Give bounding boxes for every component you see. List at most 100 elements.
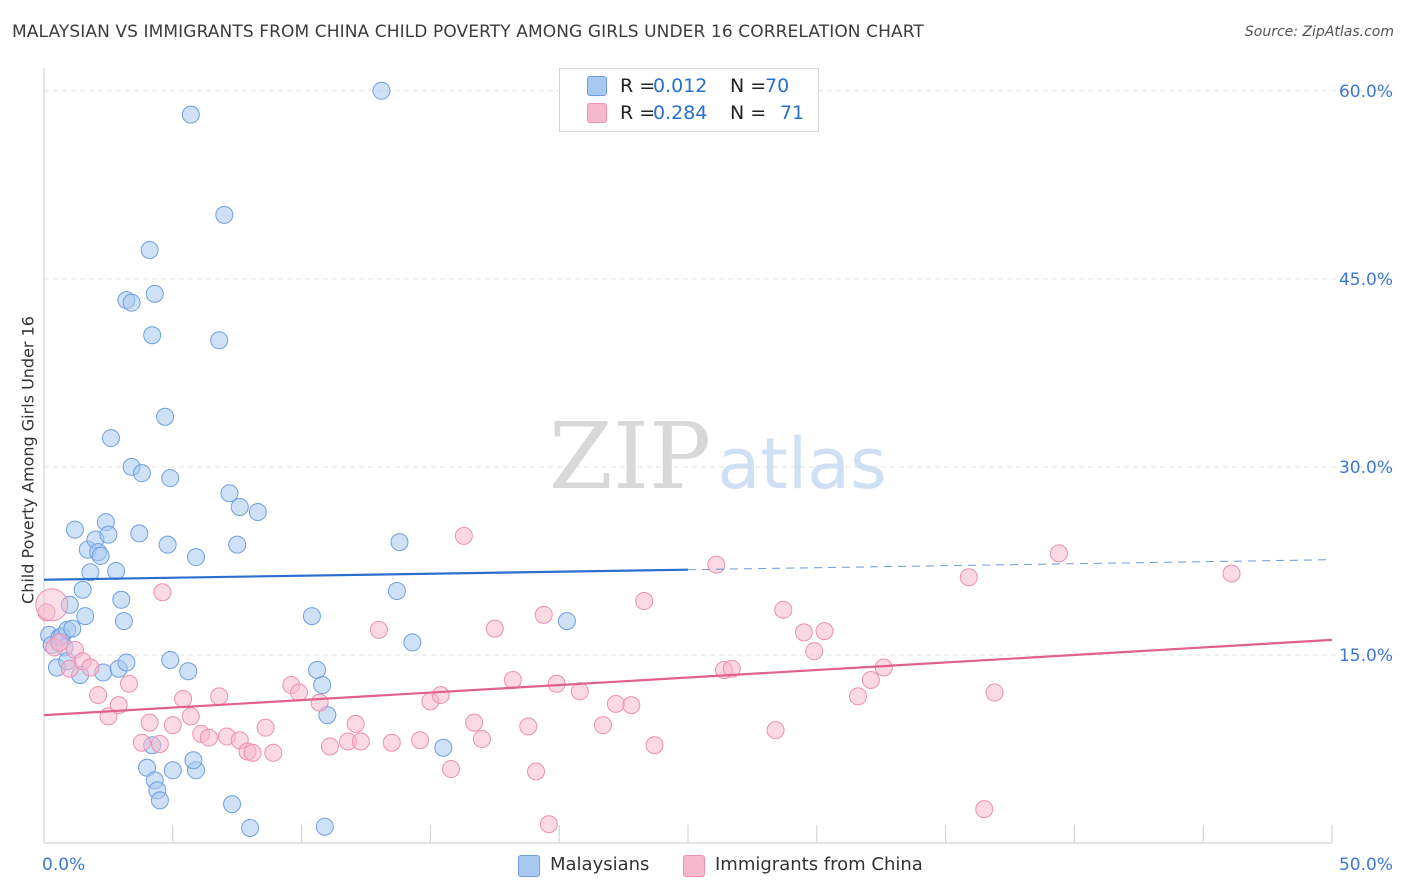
data-point-immigrants-from-china (570, 682, 589, 701)
watermark-atlas: atlas (717, 423, 886, 505)
n-label: N = (730, 75, 767, 97)
data-point-immigrants-from-china (243, 743, 262, 762)
data-point-malaysians (161, 650, 180, 669)
data-point-malaysians (65, 520, 84, 539)
stats-row-malaysians: R = 0.012 N = 70 (560, 73, 818, 99)
stats-box: R = 0.012 N = 70 R = 0.284 N = 71 (559, 68, 819, 132)
data-point-immigrants-from-china (503, 671, 522, 690)
data-point-malaysians (184, 751, 203, 770)
data-point-immigrants-from-china (369, 620, 388, 639)
data-point-immigrants-from-china (849, 687, 868, 706)
data-point-malaysians (230, 498, 249, 517)
data-point-malaysians (220, 484, 239, 503)
data-point-immigrants-from-china (539, 815, 558, 834)
data-point-immigrants-from-china (1049, 544, 1068, 563)
chart-title: MALAYSIAN VS IMMIGRANTS FROM CHINA CHILD… (12, 22, 924, 42)
data-point-malaysians (403, 633, 422, 652)
data-point-malaysians (117, 653, 136, 672)
r-value: 0.284 (653, 102, 708, 124)
data-point-malaysians (150, 791, 169, 810)
data-point-malaysians (215, 205, 234, 224)
data-point-immigrants-from-china (593, 716, 612, 735)
data-point-malaysians (143, 326, 162, 345)
data-point-immigrants-from-china (290, 683, 309, 702)
legend-swatch-immigrants-from-china (683, 855, 705, 877)
trend-line-immigrants-from-china (43, 638, 1333, 717)
data-point-immigrants-from-china (442, 760, 461, 779)
data-point-malaysians (179, 662, 198, 681)
data-point-malaysians (161, 469, 180, 488)
data-point-malaysians (163, 761, 182, 780)
data-point-immigrants-from-china (454, 526, 473, 545)
data-point-immigrants-from-china (766, 721, 785, 740)
data-point-malaysians (158, 535, 177, 554)
data-point-immigrants-from-china (89, 686, 108, 705)
data-point-immigrants-from-china (174, 689, 193, 708)
data-point-immigrants-from-china (861, 671, 880, 690)
stats-swatch-malaysians (587, 76, 607, 96)
data-point-immigrants-from-china (50, 633, 69, 652)
data-point-malaysians (315, 817, 334, 836)
y-tick-label: 45.0% (1339, 270, 1393, 290)
legend-label: Malaysians (550, 854, 650, 875)
data-point-malaysians (181, 105, 200, 124)
data-point-immigrants-from-china (485, 619, 504, 638)
data-point-immigrants-from-china (382, 733, 401, 752)
data-point-malaysians (130, 524, 149, 543)
data-point-immigrants-from-china (132, 733, 151, 752)
data-point-immigrants-from-china (794, 623, 813, 642)
data-point-malaysians (241, 818, 260, 837)
data-point-malaysians (210, 331, 229, 350)
data-point-immigrants-from-china (310, 693, 329, 712)
data-point-immigrants-from-china (320, 737, 339, 756)
data-point-malaysians (63, 619, 82, 638)
trend-lines (43, 559, 1333, 717)
source-label: Source: ZipAtlas.com (1244, 24, 1394, 40)
data-point-malaysians (434, 738, 453, 757)
data-point-immigrants-from-china (150, 734, 169, 753)
y-tick-label: 60.0% (1339, 82, 1393, 102)
data-point-malaysians (101, 429, 120, 448)
r-label: R = (620, 75, 656, 97)
x-tick-label: 0.0% (42, 855, 85, 875)
data-point-immigrants-from-china (431, 686, 450, 705)
trend-line-malaysians (43, 568, 689, 581)
data-point-malaysians (308, 660, 327, 679)
data-point-immigrants-from-china (645, 736, 664, 755)
axes (43, 68, 1333, 844)
data-point-malaysians (313, 676, 332, 695)
stats-swatch-immigrants-from-china (587, 103, 607, 123)
data-point-immigrants-from-china (140, 713, 159, 732)
data-point-malaysians (132, 464, 151, 483)
data-point-immigrants-from-china (81, 658, 100, 677)
data-point-immigrants-from-china (472, 729, 491, 748)
watermark-zip: ZIP (549, 403, 711, 510)
n-value: 71 (780, 102, 805, 124)
y-tick-label: 15.0% (1339, 646, 1393, 666)
data-point-immigrants-from-china (975, 800, 994, 819)
data-point-immigrants-from-china (527, 762, 546, 781)
watermark: ZIP atlas (549, 403, 887, 510)
data-point-immigrants-from-china (35, 588, 69, 622)
data-point-malaysians (81, 563, 100, 582)
data-point-malaysians (248, 503, 267, 522)
data-point-malaysians (114, 612, 133, 631)
data-point-malaysians (112, 590, 131, 609)
data-point-malaysians (156, 407, 175, 426)
r-label: R = (620, 102, 656, 124)
data-point-malaysians (228, 535, 247, 554)
data-point-immigrants-from-china (163, 716, 182, 735)
data-point-malaysians (390, 533, 409, 552)
data-point-immigrants-from-china (815, 622, 834, 641)
data-point-malaysians (557, 612, 576, 631)
legend-swatch-malaysians (518, 855, 540, 877)
stats-row-immigrants-from-china: R = 0.284 N = 71 (560, 100, 818, 126)
x-tick-label: 50.0% (1339, 855, 1393, 875)
data-point-immigrants-from-china (1222, 564, 1241, 583)
data-point-malaysians (76, 607, 95, 626)
data-point-malaysians (372, 81, 391, 100)
data-point-malaysians (302, 607, 321, 626)
data-point-malaysians (91, 546, 110, 565)
legend-label: Immigrants from China (715, 854, 923, 875)
